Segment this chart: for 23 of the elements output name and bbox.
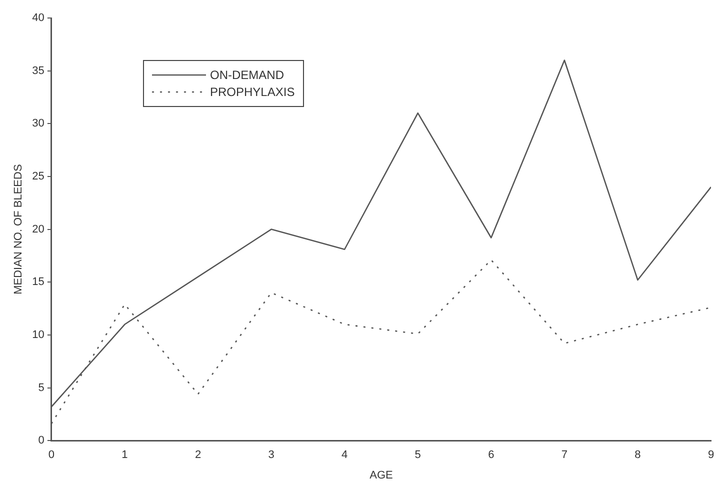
y-axis-title: MEDIAN NO. OF BLEEDS [12, 164, 25, 294]
x-tick-label: 3 [268, 449, 274, 462]
y-tick-label: 15 [32, 276, 44, 288]
y-tick-label: 40 [32, 12, 44, 24]
x-tick-label: 9 [708, 449, 714, 462]
y-tick-label: 5 [38, 382, 44, 394]
x-axis-title: AGE [370, 469, 393, 482]
x-tick-label: 7 [561, 449, 568, 462]
y-tick-label: 0 [38, 434, 44, 447]
x-tick-label: 0 [48, 449, 54, 462]
x-tick-label: 6 [488, 449, 494, 462]
y-tick-label: 35 [32, 64, 44, 77]
x-tick-label: 4 [342, 449, 348, 462]
y-tick-label: 25 [32, 170, 44, 183]
x-tick-label: 2 [194, 449, 202, 462]
x-tick-label: 5 [414, 449, 421, 462]
y-tick-label: 10 [32, 328, 44, 341]
legend-label: PROPHYLAXIS [210, 85, 295, 99]
x-tick-label: 8 [634, 449, 641, 462]
y-tick-label: 30 [32, 118, 44, 130]
y-tick-label: 20 [32, 223, 44, 236]
x-tick-label: 1 [122, 449, 128, 462]
legend-label: ON-DEMAND [210, 68, 284, 82]
